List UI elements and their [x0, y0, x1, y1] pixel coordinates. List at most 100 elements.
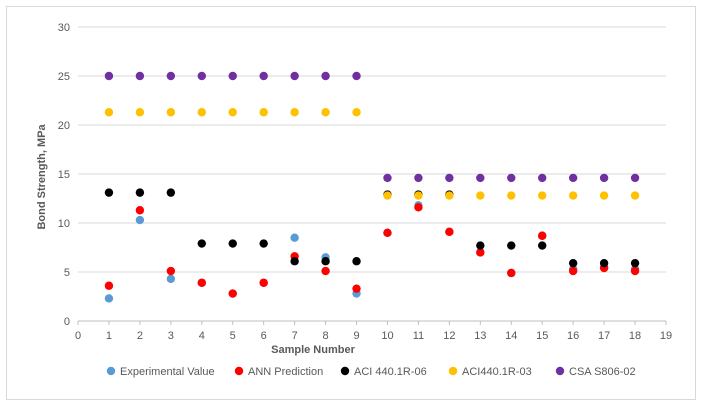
- data-point: [290, 257, 299, 266]
- x-tick-label: 5: [230, 330, 236, 342]
- data-point: [352, 71, 361, 81]
- x-tick-label: 11: [413, 330, 424, 342]
- data-point: [630, 258, 640, 268]
- legend-marker: [555, 366, 565, 376]
- data-point: [352, 284, 361, 293]
- data-point: [507, 173, 516, 183]
- data-point: [166, 266, 176, 276]
- legend-entry: ANN Prediction: [234, 366, 323, 378]
- data-point: [197, 239, 206, 248]
- x-tick-label: 13: [474, 330, 486, 342]
- data-point: [321, 257, 330, 266]
- data-point: [568, 173, 578, 183]
- data-point: [197, 71, 206, 81]
- data-point: [290, 233, 299, 242]
- data-point: [414, 203, 423, 212]
- chart-frame: 0 5 10 15 20 25 30 0 1 2 3 4 5 6 7 8 9 10 11 12 13 14 15 16 17 1…: [6, 6, 696, 400]
- series-0: [104, 201, 640, 303]
- data-point: [538, 241, 547, 250]
- y-tick-label: 20: [58, 120, 70, 132]
- x-tick-label: 12: [443, 330, 455, 342]
- series-2: [104, 188, 640, 268]
- x-tick-label: 1: [106, 330, 112, 342]
- data-point: [352, 108, 361, 117]
- data-point: [568, 258, 578, 268]
- data-points: [104, 71, 640, 303]
- data-point: [538, 231, 547, 240]
- data-point: [135, 108, 145, 117]
- data-point: [538, 191, 547, 200]
- data-point: [135, 215, 145, 225]
- data-point: [476, 173, 485, 183]
- data-point: [197, 108, 206, 117]
- data-point: [321, 71, 330, 81]
- legend-entry: CSA S806-02: [555, 366, 636, 378]
- x-tick-label: 16: [567, 330, 579, 342]
- legend-label: ACI 440.1R-06: [354, 366, 427, 378]
- data-point: [630, 173, 640, 183]
- data-point: [352, 257, 361, 266]
- data-point: [568, 191, 578, 200]
- data-point: [507, 268, 516, 278]
- y-tick-label: 25: [58, 71, 70, 83]
- data-point: [166, 188, 176, 197]
- y-tick-label: 0: [64, 316, 70, 328]
- data-point: [445, 227, 454, 237]
- data-point: [166, 108, 176, 117]
- y-tick-label: 5: [64, 267, 70, 279]
- legend-marker: [448, 366, 458, 376]
- y-tick-label: 10: [58, 218, 70, 230]
- legend-label: Experimental Value: [120, 366, 215, 378]
- x-tick-label: 17: [598, 330, 610, 342]
- data-point: [445, 173, 454, 183]
- data-point: [228, 289, 237, 298]
- series-1: [104, 203, 640, 298]
- data-point: [166, 71, 176, 81]
- data-point: [383, 173, 392, 183]
- legend-marker: [340, 366, 350, 376]
- data-point: [476, 191, 485, 200]
- data-point: [228, 239, 237, 248]
- data-point: [630, 266, 640, 276]
- x-tick-label: 15: [536, 330, 548, 342]
- data-point: [104, 71, 114, 81]
- data-point: [445, 191, 454, 200]
- data-point: [321, 266, 330, 276]
- y-tick-label: 15: [58, 169, 70, 181]
- x-tick-labels: 0 1 2 3 4 5 6 7 8 9 10 11 12 13 14 15 16 17 18 19: [75, 330, 672, 342]
- data-point: [414, 173, 423, 183]
- data-point: [476, 248, 485, 257]
- x-tick-label: 19: [660, 330, 672, 342]
- data-point: [476, 241, 485, 250]
- data-point: [507, 191, 516, 200]
- x-tick-label: 8: [323, 330, 329, 342]
- data-point: [383, 228, 392, 237]
- data-point: [259, 108, 268, 117]
- legend-marker: [106, 366, 116, 376]
- x-axis: [77, 320, 667, 325]
- data-point: [507, 241, 516, 250]
- data-point: [259, 71, 268, 81]
- data-point: [135, 188, 145, 197]
- legend-label: ANN Prediction: [248, 366, 323, 378]
- x-tick-label: 18: [629, 330, 641, 342]
- data-point: [259, 278, 268, 287]
- data-point: [228, 108, 237, 117]
- legend-marker: [234, 366, 244, 376]
- data-point: [599, 258, 609, 268]
- data-point: [104, 281, 114, 290]
- data-point: [166, 274, 176, 284]
- data-point: [104, 188, 114, 197]
- series-3: [104, 108, 640, 200]
- x-tick-label: 0: [75, 330, 81, 342]
- data-point: [321, 108, 330, 117]
- y-tick-labels: 0 5 10 15 20 25 30: [58, 22, 70, 328]
- data-point: [104, 108, 114, 117]
- legend-label: ACI440.1R-03: [462, 366, 532, 378]
- x-tick-label: 10: [381, 330, 393, 342]
- y-axis-label: Bond Strength, MPa: [36, 124, 48, 230]
- x-tick-label: 6: [261, 330, 267, 342]
- legend-entry: ACI 440.1R-06: [340, 366, 427, 378]
- data-point: [290, 71, 299, 81]
